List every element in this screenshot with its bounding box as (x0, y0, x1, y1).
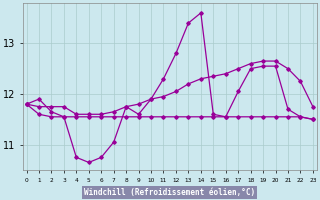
X-axis label: Windchill (Refroidissement éolien,°C): Windchill (Refroidissement éolien,°C) (84, 188, 255, 197)
